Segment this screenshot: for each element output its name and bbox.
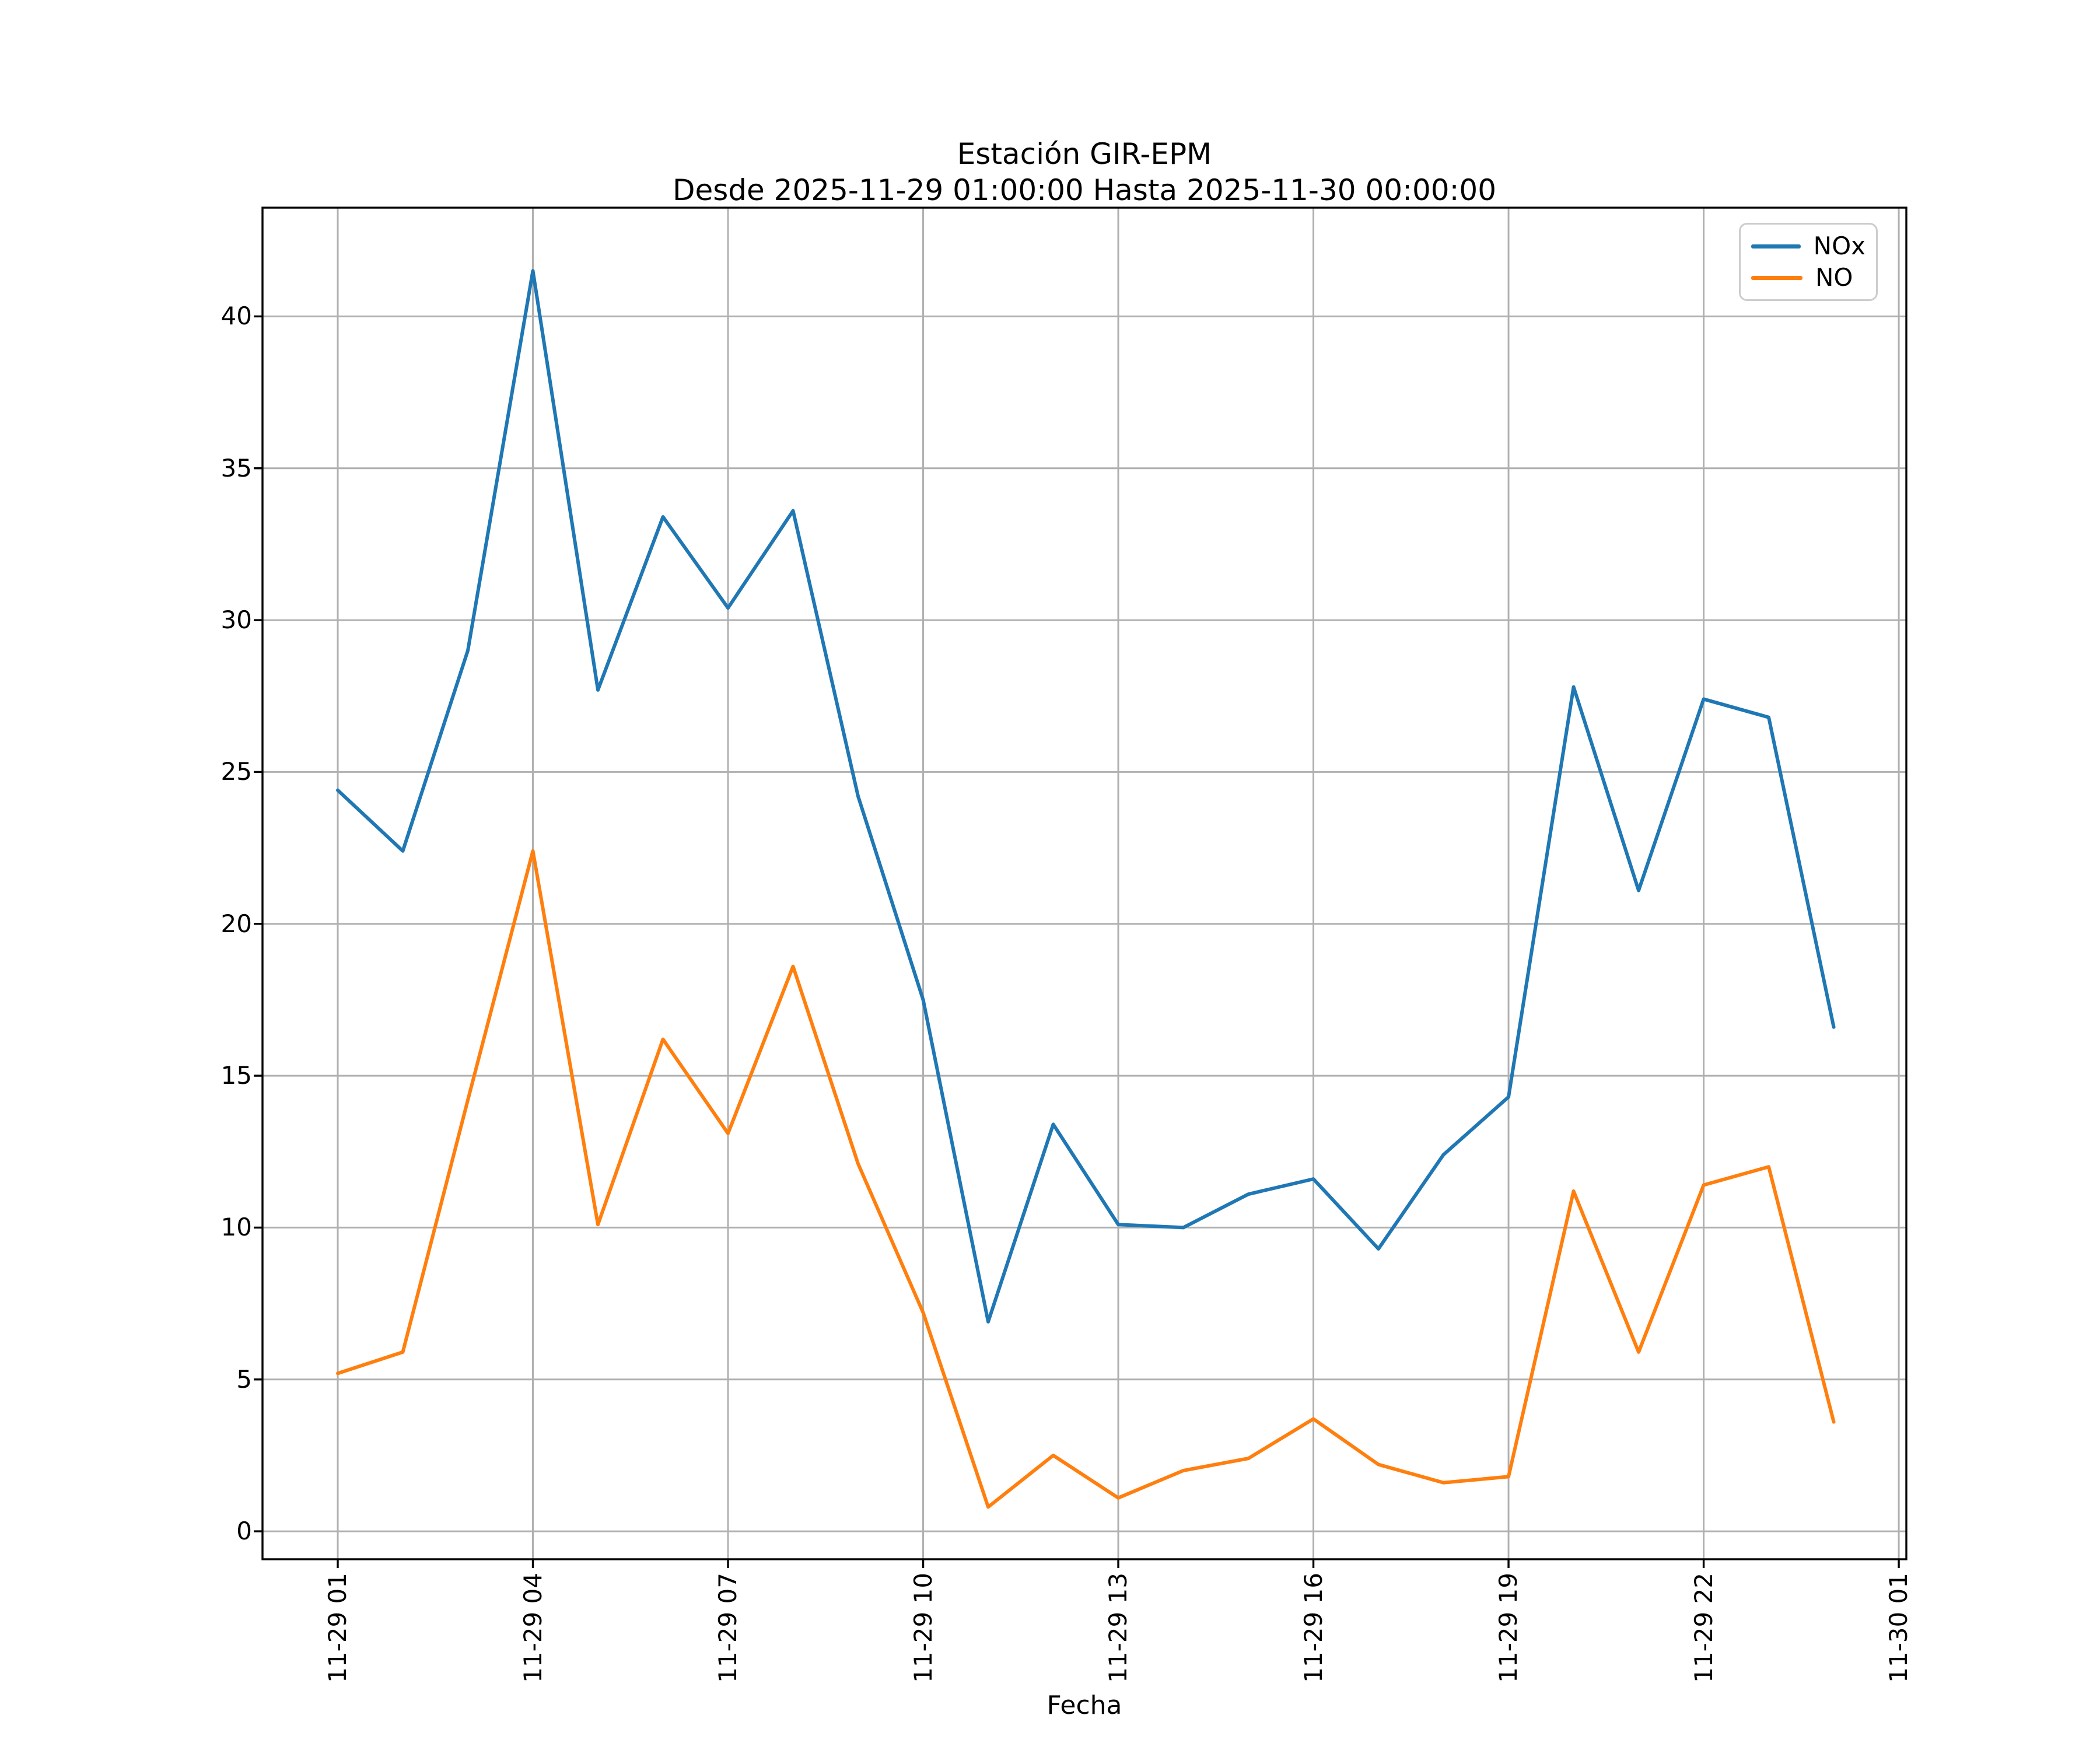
legend: NOx NO — [1739, 223, 1878, 301]
axes-border — [261, 206, 1908, 1560]
y-tick-label: 20 — [220, 909, 252, 938]
y-tick-label: 40 — [220, 302, 252, 331]
y-tick-label: 35 — [220, 453, 252, 482]
legend-label-nox: NOx — [1813, 232, 1866, 260]
x-tick-label: 11-29 16 — [1298, 1573, 1328, 1683]
legend-item-no: NO — [1751, 265, 1866, 290]
series-nox-line — [336, 269, 1836, 1324]
chart-title-line2: Desde 2025-11-29 01:00:00 Hasta 2025-11-… — [672, 173, 1497, 207]
y-tick-label: 30 — [220, 606, 252, 635]
series-no-line — [336, 849, 1836, 1509]
legend-label-no: NO — [1815, 263, 1853, 292]
y-tick-label: 15 — [220, 1061, 252, 1090]
x-tick-label: 11-29 19 — [1494, 1573, 1523, 1683]
legend-line-no — [1751, 275, 1803, 280]
y-tick-label: 10 — [220, 1213, 252, 1242]
chart-title: Estación GIR-EPM Desde 2025-11-29 01:00:… — [262, 136, 1906, 208]
x-tick-label: 11-30 01 — [1884, 1573, 1913, 1683]
x-tick-label: 11-29 10 — [908, 1573, 937, 1683]
x-tick-label: 11-29 22 — [1689, 1573, 1718, 1683]
x-tick-label: 11-29 13 — [1104, 1573, 1133, 1683]
legend-item-nox: NOx — [1751, 234, 1866, 258]
legend-line-nox — [1751, 244, 1801, 249]
y-tick-label: 5 — [236, 1364, 252, 1394]
y-tick-label: 0 — [236, 1517, 252, 1546]
y-tick-label: 25 — [220, 757, 252, 786]
chart-title-line1: Estación GIR-EPM — [957, 137, 1212, 171]
x-tick-label: 11-29 07 — [713, 1573, 743, 1683]
x-axis-label: Fecha — [1046, 1690, 1122, 1720]
x-tick-label: 11-29 01 — [323, 1573, 352, 1683]
x-tick-label: 11-29 04 — [518, 1573, 547, 1683]
